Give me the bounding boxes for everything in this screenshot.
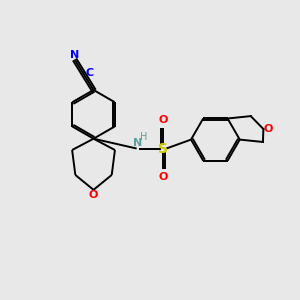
Text: N: N	[133, 139, 142, 148]
Text: C: C	[85, 68, 93, 78]
Text: O: O	[159, 172, 168, 182]
Text: H: H	[140, 132, 147, 142]
Text: O: O	[88, 190, 98, 200]
Text: S: S	[158, 142, 168, 155]
Text: N: N	[70, 50, 79, 60]
Text: O: O	[263, 124, 273, 134]
Text: O: O	[159, 115, 168, 125]
